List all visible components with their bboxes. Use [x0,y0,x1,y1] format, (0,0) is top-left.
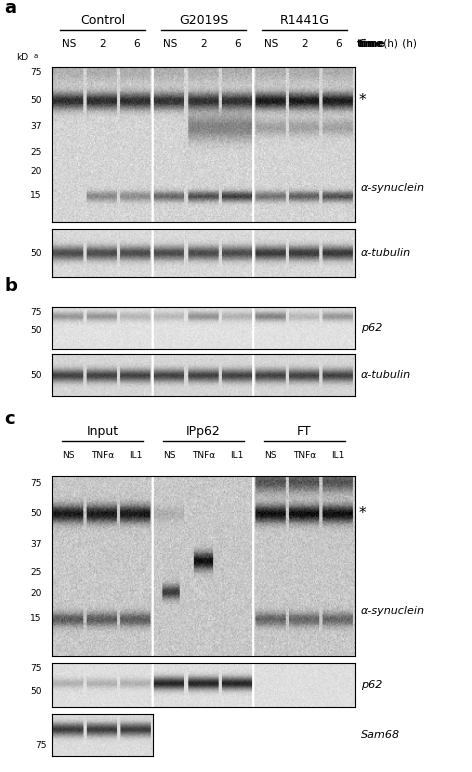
Text: 2: 2 [301,39,308,49]
Text: NS: NS [264,39,278,49]
Text: (h): (h) [380,39,398,49]
Text: 37: 37 [30,122,42,131]
Text: 50: 50 [30,96,42,105]
Text: time: time [359,39,386,49]
Text: α-tubulin: α-tubulin [361,370,411,380]
Text: 25: 25 [30,148,42,157]
Text: 75: 75 [30,664,42,672]
Text: α-synuclein: α-synuclein [361,183,425,193]
Text: 50: 50 [30,687,42,696]
Text: 15: 15 [30,615,42,623]
Text: NS: NS [164,451,176,460]
Text: a: a [34,53,38,59]
Text: c: c [5,410,16,428]
Text: time: time [357,39,384,49]
Text: IPp62: IPp62 [186,425,221,438]
Text: FT: FT [297,425,312,438]
Text: α-synuclein: α-synuclein [361,606,425,616]
Text: *: * [359,93,366,108]
Text: 50: 50 [30,326,42,334]
Text: a: a [5,0,17,17]
Text: 50: 50 [30,509,42,518]
Text: Input: Input [86,425,118,438]
Text: NS: NS [62,39,76,49]
Text: 20: 20 [30,168,42,177]
Text: 75: 75 [30,69,42,77]
Text: 25: 25 [30,568,42,577]
Text: G2019S: G2019S [179,14,228,27]
Text: NS: NS [163,39,177,49]
Text: 6: 6 [234,39,240,49]
Text: IL1: IL1 [129,451,143,460]
Text: 50: 50 [30,371,42,380]
Text: 15: 15 [30,191,42,200]
Text: 75: 75 [30,479,42,488]
Text: R1441G: R1441G [279,14,329,27]
Text: IL1: IL1 [230,451,244,460]
Text: 2: 2 [99,39,106,49]
Text: (h): (h) [399,39,417,49]
Text: α-tubulin: α-tubulin [361,248,411,258]
Text: NS: NS [265,451,277,460]
Text: TNFα: TNFα [192,451,215,460]
Text: TNFα: TNFα [293,451,316,460]
Text: NS: NS [63,451,75,460]
Text: 37: 37 [30,540,42,549]
Text: p62: p62 [361,680,382,690]
Text: Sam68: Sam68 [361,730,400,740]
Text: 75: 75 [30,307,42,317]
Text: IL1: IL1 [331,451,345,460]
Text: 6: 6 [335,39,341,49]
Text: b: b [5,277,17,295]
Text: *: * [359,506,366,521]
Text: TNFα: TNFα [91,451,114,460]
Text: 6: 6 [133,39,140,49]
Text: Control: Control [80,14,125,27]
Text: 2: 2 [200,39,207,49]
Text: 75: 75 [35,741,46,750]
Text: 50: 50 [30,249,42,258]
Text: kD: kD [16,53,28,63]
Text: 20: 20 [30,590,42,598]
Text: p62: p62 [361,323,382,333]
